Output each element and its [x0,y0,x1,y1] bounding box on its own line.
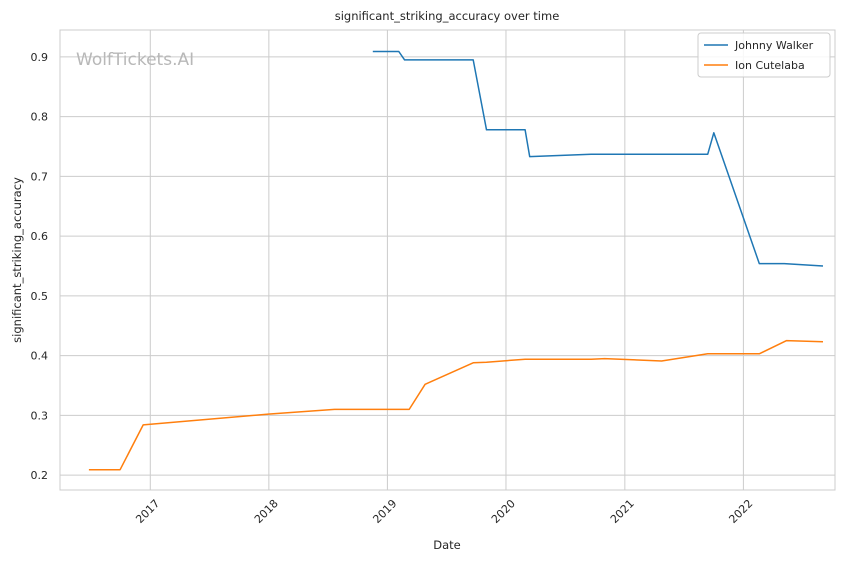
y-tick-label: 0.2 [31,469,49,482]
y-tick-labels: 0.2 0.3 0.4 0.5 0.6 0.7 0.8 0.9 [31,51,49,482]
y-tick-label: 0.7 [31,170,49,183]
plot-frame [59,29,836,491]
y-tick-label: 0.5 [31,290,49,303]
grid [60,30,835,490]
series-line-johnny-walker [372,50,824,267]
series-layer [88,50,824,471]
y-axis-label: significant_striking_accuracy [10,177,24,343]
legend-label-ion-cutelaba: Ion Cutelaba [735,59,805,72]
y-tick-label: 0.9 [31,51,49,64]
legend-box [697,32,831,78]
y-tick-label: 0.3 [31,409,49,422]
y-tick-label: 0.4 [31,350,49,363]
series-line-ion-cutelaba [88,339,824,471]
chart-title: significant_striking_accuracy over time [335,9,560,23]
legend-label-johnny-walker: Johnny Walker [734,39,814,52]
x-axis-label: Date [433,538,461,552]
watermark: WolfTickets.AI [76,50,194,70]
y-tick-label: 0.6 [31,230,49,243]
y-tick-label: 0.8 [31,111,49,124]
legend: Johnny Walker Ion Cutelaba [697,32,831,78]
